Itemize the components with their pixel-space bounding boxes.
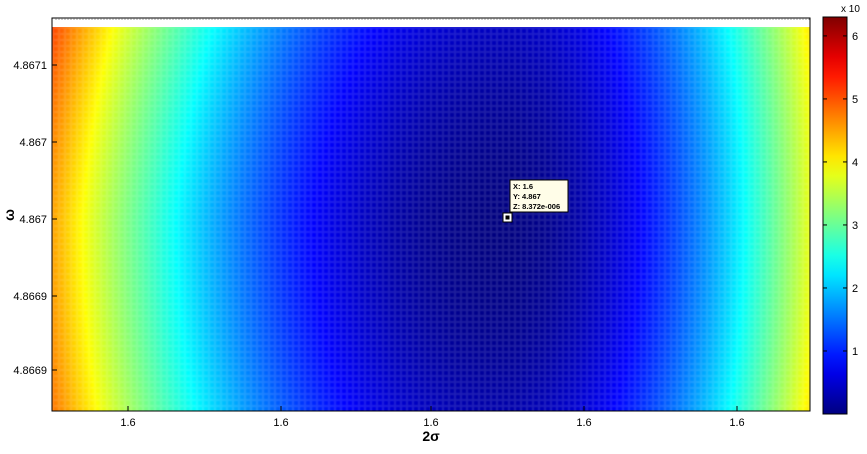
y-tick-label: 4.8669 — [13, 365, 47, 377]
x-tick-label: 1.6 — [576, 417, 591, 429]
x-tick-label: 1.6 — [120, 417, 135, 429]
colorbar-tick-label: 5 — [852, 94, 858, 106]
colorbar-tick-label: 1 — [852, 346, 858, 358]
y-tick-label: 4.8669 — [13, 291, 47, 303]
colorbar-tick-label: 3 — [852, 220, 858, 232]
x-tick-label: 1.6 — [729, 417, 744, 429]
y-tick-label: 4.8671 — [13, 60, 47, 72]
heatmap-image — [52, 27, 810, 411]
datatip-x-value: X: 1.6 — [513, 182, 533, 191]
datatip-box — [509, 179, 569, 213]
colorbar-tick-label: 4 — [852, 157, 858, 169]
datatip[interactable]: X: 1.6 Y: 4.867 Z: 8.372e-006 — [502, 179, 569, 223]
heatmap-surface — [52, 27, 810, 411]
colorbar: 1 2 3 4 5 6 x 10 — [822, 4, 860, 415]
colorbar-ticks: 1 2 3 4 5 6 — [823, 31, 858, 358]
colorbar-multiplier-label: x 10 — [841, 4, 860, 15]
y-tick-label: 4.867 — [19, 214, 47, 226]
colorbar-tick-label: 2 — [852, 283, 858, 295]
x-tick-label: 1.6 — [273, 417, 288, 429]
y-axis-label: ω — [1, 209, 17, 221]
colorbar-tick-label: 6 — [852, 31, 858, 43]
x-tick-label: 1.6 — [423, 417, 438, 429]
datatip-z-value: Z: 8.372e-006 — [513, 202, 560, 211]
colorbar-bar — [822, 16, 848, 415]
x-axis-ticks: 1.6 1.6 1.6 1.6 1.6 — [120, 406, 745, 429]
datatip-y-value: Y: 4.867 — [513, 192, 541, 201]
x-axis-label: 2σ — [422, 428, 440, 444]
datatip-marker-inner — [505, 215, 510, 220]
y-axis-ticks: 4.8671 4.867 4.867 4.8669 4.8669 — [13, 60, 57, 377]
y-tick-label: 4.867 — [19, 137, 47, 149]
